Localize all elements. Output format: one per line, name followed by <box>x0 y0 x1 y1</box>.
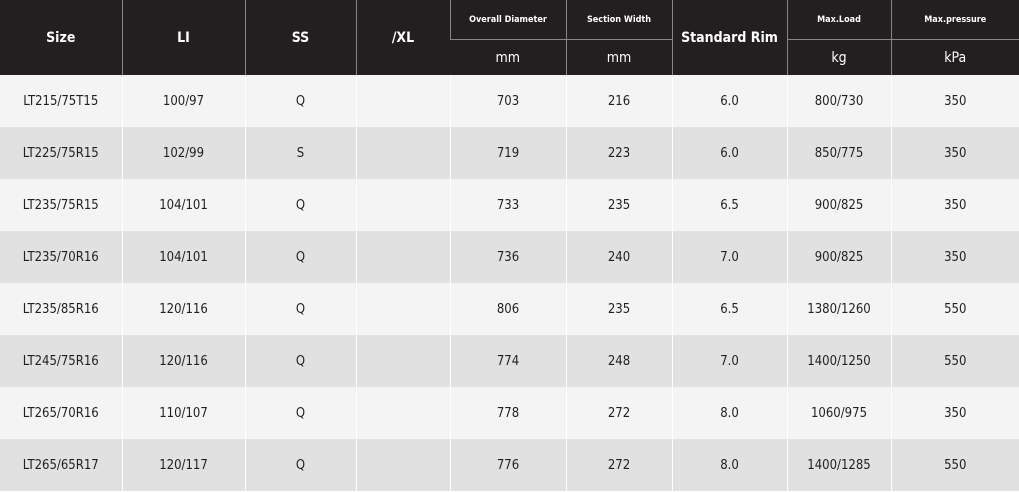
table-row: LT245/75R16 120/116 Q 774 248 7.0 1400/1250 550 <box>0 335 1019 387</box>
header-cell: Standard Rim <box>671 0 787 75</box>
table-cell: LT235/75R15 <box>0 179 122 231</box>
empty-cell <box>355 127 450 179</box>
table-cell: LT265/65R17 <box>0 439 122 491</box>
table-cell: 350 <box>890 75 1019 127</box>
header-row: Size LI SS /XL Overall Diameter Section … <box>0 0 1019 75</box>
table-cell: 550 <box>890 335 1019 387</box>
table-cell: 100/97 <box>121 75 245 127</box>
empty-cell <box>355 439 450 491</box>
table-cell: 778 <box>449 387 566 439</box>
header-cell: Overall Diameter <box>449 0 566 40</box>
table-cell: 703 <box>449 75 566 127</box>
table-cell: 235 <box>565 283 672 335</box>
table-cell: Q <box>244 179 356 231</box>
table-cell: 110/107 <box>121 387 245 439</box>
table-cell: 8.0 <box>671 387 787 439</box>
table-cell: LT215/75T15 <box>0 75 122 127</box>
table-cell: 104/101 <box>121 179 245 231</box>
table-cell: 350 <box>890 179 1019 231</box>
table-cell: 900/825 <box>786 179 891 231</box>
table-cell: LT235/70R16 <box>0 231 122 283</box>
table-cell: 806 <box>449 283 566 335</box>
empty-cell <box>355 283 450 335</box>
table-cell: 350 <box>890 231 1019 283</box>
unit-row: mm mm kg kPa <box>0 39 1019 75</box>
table-cell: 102/99 <box>121 127 245 179</box>
table-cell: 733 <box>449 179 566 231</box>
unit-cell: kg <box>786 39 891 75</box>
table-cell: Q <box>244 231 356 283</box>
table-cell: 550 <box>890 283 1019 335</box>
table-cell: 350 <box>890 127 1019 179</box>
table-cell: 120/116 <box>121 283 245 335</box>
table-cell: Q <box>244 387 356 439</box>
table-cell: 272 <box>565 387 672 439</box>
table-cell: 1060/975 <box>786 387 891 439</box>
table-cell: 235 <box>565 179 672 231</box>
table-cell: 6.5 <box>671 179 787 231</box>
table-cell: 736 <box>449 231 566 283</box>
table-cell: 719 <box>449 127 566 179</box>
empty-cell <box>355 335 450 387</box>
table-cell: 774 <box>449 335 566 387</box>
table-row: LT215/75T15 100/97 Q 703 216 6.0 800/730 350 <box>0 75 1019 127</box>
table-cell: LT245/75R16 <box>0 335 122 387</box>
header-cell: SS <box>244 0 356 75</box>
empty-cell <box>355 231 450 283</box>
table-cell: Q <box>244 75 356 127</box>
empty-cell <box>355 75 450 127</box>
table-row: LT265/70R16 110/107 Q 778 272 8.0 1060/975 350 <box>0 387 1019 439</box>
table-cell: 6.0 <box>671 127 787 179</box>
table-row: LT265/65R17 120/117 Q 776 272 8.0 1400/1285 550 <box>0 439 1019 491</box>
table-cell: 1400/1285 <box>786 439 891 491</box>
table-body: LT215/75T15 100/97 Q 703 216 6.0 800/730 350 LT2… <box>0 75 1019 491</box>
header-cell: Max.Load <box>786 0 891 40</box>
header-cell: Max.pressure <box>890 0 1019 40</box>
table-cell: 1380/1260 <box>786 283 891 335</box>
unit-cell: mm <box>565 39 672 75</box>
table-cell: 6.5 <box>671 283 787 335</box>
table-cell: 776 <box>449 439 566 491</box>
unit-cell: kPa <box>890 39 1019 75</box>
header-cell: Size <box>0 0 122 75</box>
table-cell: 7.0 <box>671 231 787 283</box>
table-cell: Q <box>244 283 356 335</box>
table-cell: S <box>244 127 356 179</box>
table-cell: 216 <box>565 75 672 127</box>
table-cell: LT235/85R16 <box>0 283 122 335</box>
empty-cell <box>355 179 450 231</box>
table-cell: 120/117 <box>121 439 245 491</box>
table-cell: 7.0 <box>671 335 787 387</box>
table-cell: Q <box>244 439 356 491</box>
table-cell: 104/101 <box>121 231 245 283</box>
table-cell: LT265/70R16 <box>0 387 122 439</box>
empty-cell <box>355 387 450 439</box>
table-row: LT225/75R15 102/99 S 719 223 6.0 850/775 350 <box>0 127 1019 179</box>
table-header: Size LI SS /XL Overall Diameter Section … <box>0 0 1019 75</box>
table-cell: 6.0 <box>671 75 787 127</box>
table-row: LT235/70R16 104/101 Q 736 240 7.0 900/825 350 <box>0 231 1019 283</box>
unit-cell: mm <box>450 39 566 75</box>
table-cell: 350 <box>890 387 1019 439</box>
header-cell: Section Width <box>565 0 672 40</box>
table-cell: 800/730 <box>786 75 891 127</box>
table-cell: LT225/75R15 <box>0 127 122 179</box>
table-cell: 8.0 <box>671 439 787 491</box>
table-cell: 850/775 <box>786 127 891 179</box>
table-cell: 900/825 <box>786 231 891 283</box>
table-cell: 248 <box>565 335 672 387</box>
table-cell: Q <box>244 335 356 387</box>
table-cell: 1400/1250 <box>786 335 891 387</box>
table-cell: 272 <box>565 439 672 491</box>
table-row: LT235/85R16 120/116 Q 806 235 6.5 1380/1260 550 <box>0 283 1019 335</box>
table-cell: 120/116 <box>121 335 245 387</box>
table-cell: 550 <box>890 439 1019 491</box>
header-cell: LI <box>121 0 245 75</box>
table-row: LT235/75R15 104/101 Q 733 235 6.5 900/825 350 <box>0 179 1019 231</box>
table-cell: 223 <box>565 127 672 179</box>
table-cell: 240 <box>565 231 672 283</box>
header-cell: /XL <box>355 0 450 75</box>
